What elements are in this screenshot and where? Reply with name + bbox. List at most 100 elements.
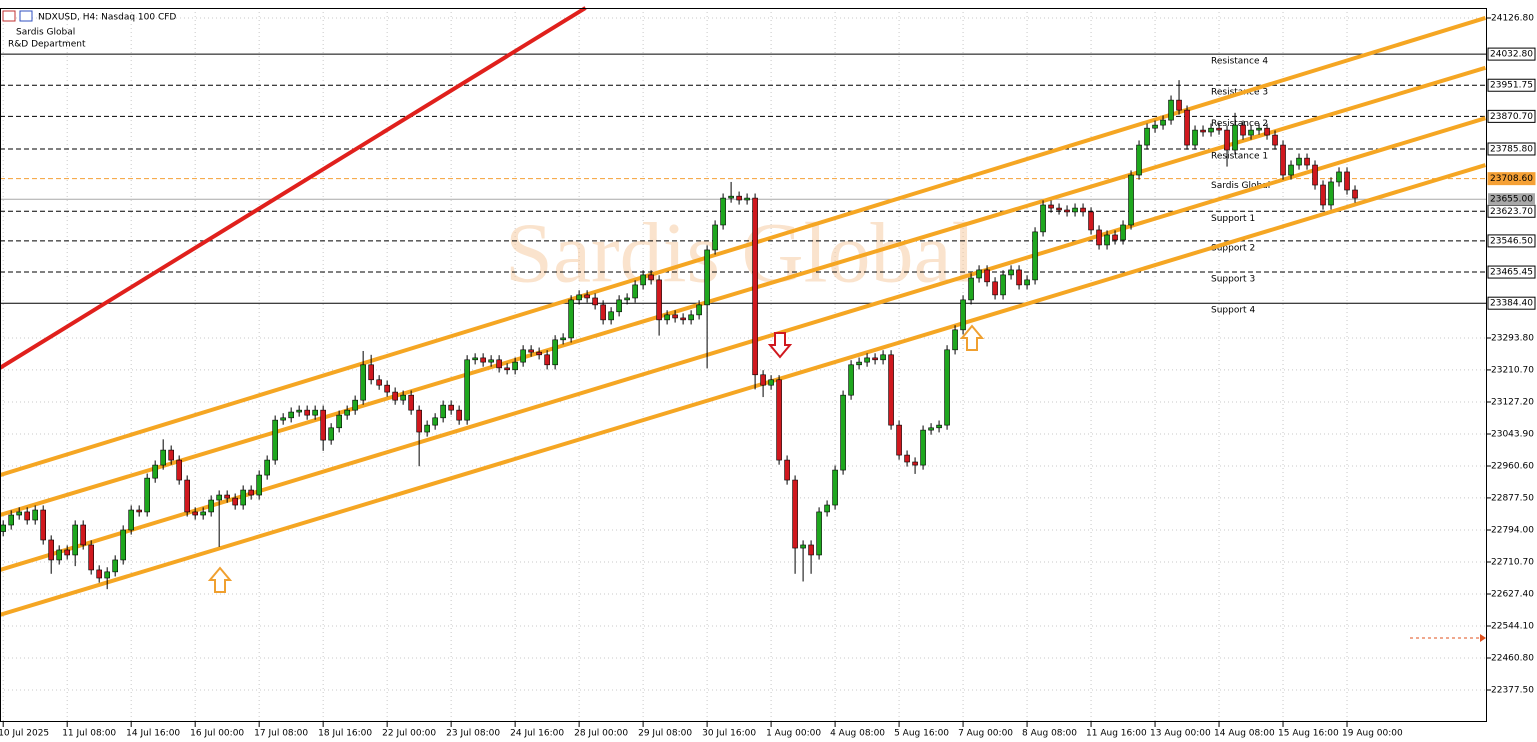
- candle-body: [760, 374, 766, 386]
- candle-body: [384, 384, 390, 393]
- y-tick-label: 23127.20: [1491, 397, 1534, 407]
- icon: [2, 10, 16, 22]
- candle-body: [904, 454, 910, 463]
- candle-body: [1096, 229, 1102, 246]
- candle-body: [40, 509, 46, 541]
- candle-body: [1192, 129, 1198, 146]
- candle-body: [1240, 124, 1246, 136]
- candle-body: [568, 299, 574, 339]
- trendline: [0, 15, 1486, 477]
- candle-body: [1344, 171, 1350, 191]
- candle-body: [1112, 234, 1118, 241]
- x-tick-label: 15 Aug 16:00: [1278, 729, 1339, 739]
- x-tick-label: 17 Jul 08:00: [254, 729, 308, 739]
- level-tag-label: 23623.70: [1490, 207, 1533, 217]
- candle-body: [784, 459, 790, 481]
- y-tick-label: 23293.80: [1491, 333, 1534, 343]
- x-tick-label: 19 Aug 00:00: [1342, 729, 1403, 739]
- x-tick-label: 14 Jul 16:00: [126, 729, 180, 739]
- candle-body: [808, 544, 814, 556]
- level-name: Resistance 4: [1211, 57, 1268, 67]
- candle-body: [528, 349, 534, 353]
- x-tick-label: 13 Aug 00:00: [1150, 729, 1211, 739]
- icon: [19, 10, 33, 22]
- x-tick-label: 23 Jul 08:00: [446, 729, 500, 739]
- candles: [0, 80, 1358, 590]
- candle-body: [704, 249, 710, 306]
- candle-body: [120, 529, 126, 561]
- level-tag: [1487, 172, 1536, 186]
- candle-body: [64, 549, 70, 556]
- grid: [0, 8, 1487, 722]
- candle-body: [560, 337, 566, 341]
- watermark: Sardis Global: [505, 205, 976, 301]
- candle-body: [1216, 127, 1222, 131]
- level-tag: [1487, 265, 1536, 279]
- candle-body: [1104, 234, 1110, 246]
- candle-body: [1176, 99, 1182, 111]
- current-price-label: 23655.00: [1490, 195, 1533, 205]
- candle-body: [1088, 211, 1094, 231]
- candle-body: [648, 274, 654, 281]
- candle-body: [176, 459, 182, 481]
- y-tick-label: 22960.60: [1491, 461, 1534, 471]
- axes: 24126.80 23293.80 23210.70 23127.20 23043.90…: [0, 8, 1537, 739]
- level-tag-label: 23546.50: [1490, 236, 1533, 246]
- level-name: Sardis Global: [1211, 181, 1270, 191]
- candle-body: [896, 424, 902, 456]
- candle-body: [456, 409, 462, 421]
- candle-body: [632, 284, 638, 299]
- level-tag-label: 23708.60: [1490, 174, 1533, 184]
- candle-body: [1000, 274, 1006, 296]
- candle-body: [272, 419, 278, 461]
- candle-body: [56, 549, 62, 561]
- x-tick-label: 29 Jul 08:00: [638, 729, 692, 739]
- y-tick-label: 22544.10: [1491, 621, 1534, 631]
- y-tick-label: 22794.00: [1491, 525, 1534, 535]
- candle-body: [696, 304, 702, 316]
- candle-body: [80, 524, 86, 546]
- y-tick-label: 22877.50: [1491, 493, 1534, 503]
- trendline: [0, 6, 587, 370]
- level-tag: [1487, 204, 1536, 218]
- candle-body: [168, 449, 174, 461]
- candle-body: [424, 424, 430, 433]
- candle-body: [464, 359, 470, 421]
- candle-body: [1136, 144, 1142, 176]
- candle-body: [216, 494, 222, 501]
- candle-body: [1048, 204, 1054, 209]
- candle-body: [1128, 174, 1134, 226]
- candle-body: [816, 511, 822, 556]
- level-tag-label: 23951.75: [1490, 81, 1533, 91]
- candle-body: [376, 379, 382, 386]
- candle-body: [744, 197, 750, 201]
- down-arrow: [767, 332, 793, 359]
- candle-body: [624, 297, 630, 301]
- candle-body: [512, 361, 518, 371]
- candle-body: [1080, 207, 1086, 213]
- candle-body: [1072, 207, 1078, 213]
- candle-body: [0, 524, 6, 532]
- candle-body: [496, 359, 502, 369]
- candle-body: [248, 489, 254, 496]
- level-tag-label: 24032.80: [1490, 50, 1533, 60]
- candle-body: [224, 494, 230, 499]
- x-tick-label: 28 Jul 00:00: [574, 729, 628, 739]
- level-tag-label: 23870.70: [1490, 112, 1533, 122]
- candle-body: [800, 544, 806, 549]
- y-tick-label: 22460.80: [1491, 653, 1534, 663]
- candle-body: [152, 464, 158, 479]
- candle-body: [336, 414, 342, 429]
- level-name: Support 1: [1211, 214, 1255, 224]
- candle-body: [472, 357, 478, 361]
- x-tick-label: 11 Jul 08:00: [62, 729, 116, 739]
- trendline: [0, 116, 1486, 572]
- level-name: Support 3: [1211, 275, 1255, 285]
- candle-body: [944, 349, 950, 426]
- candle-body: [8, 514, 14, 526]
- candle-body: [848, 364, 854, 396]
- candle-body: [608, 311, 614, 321]
